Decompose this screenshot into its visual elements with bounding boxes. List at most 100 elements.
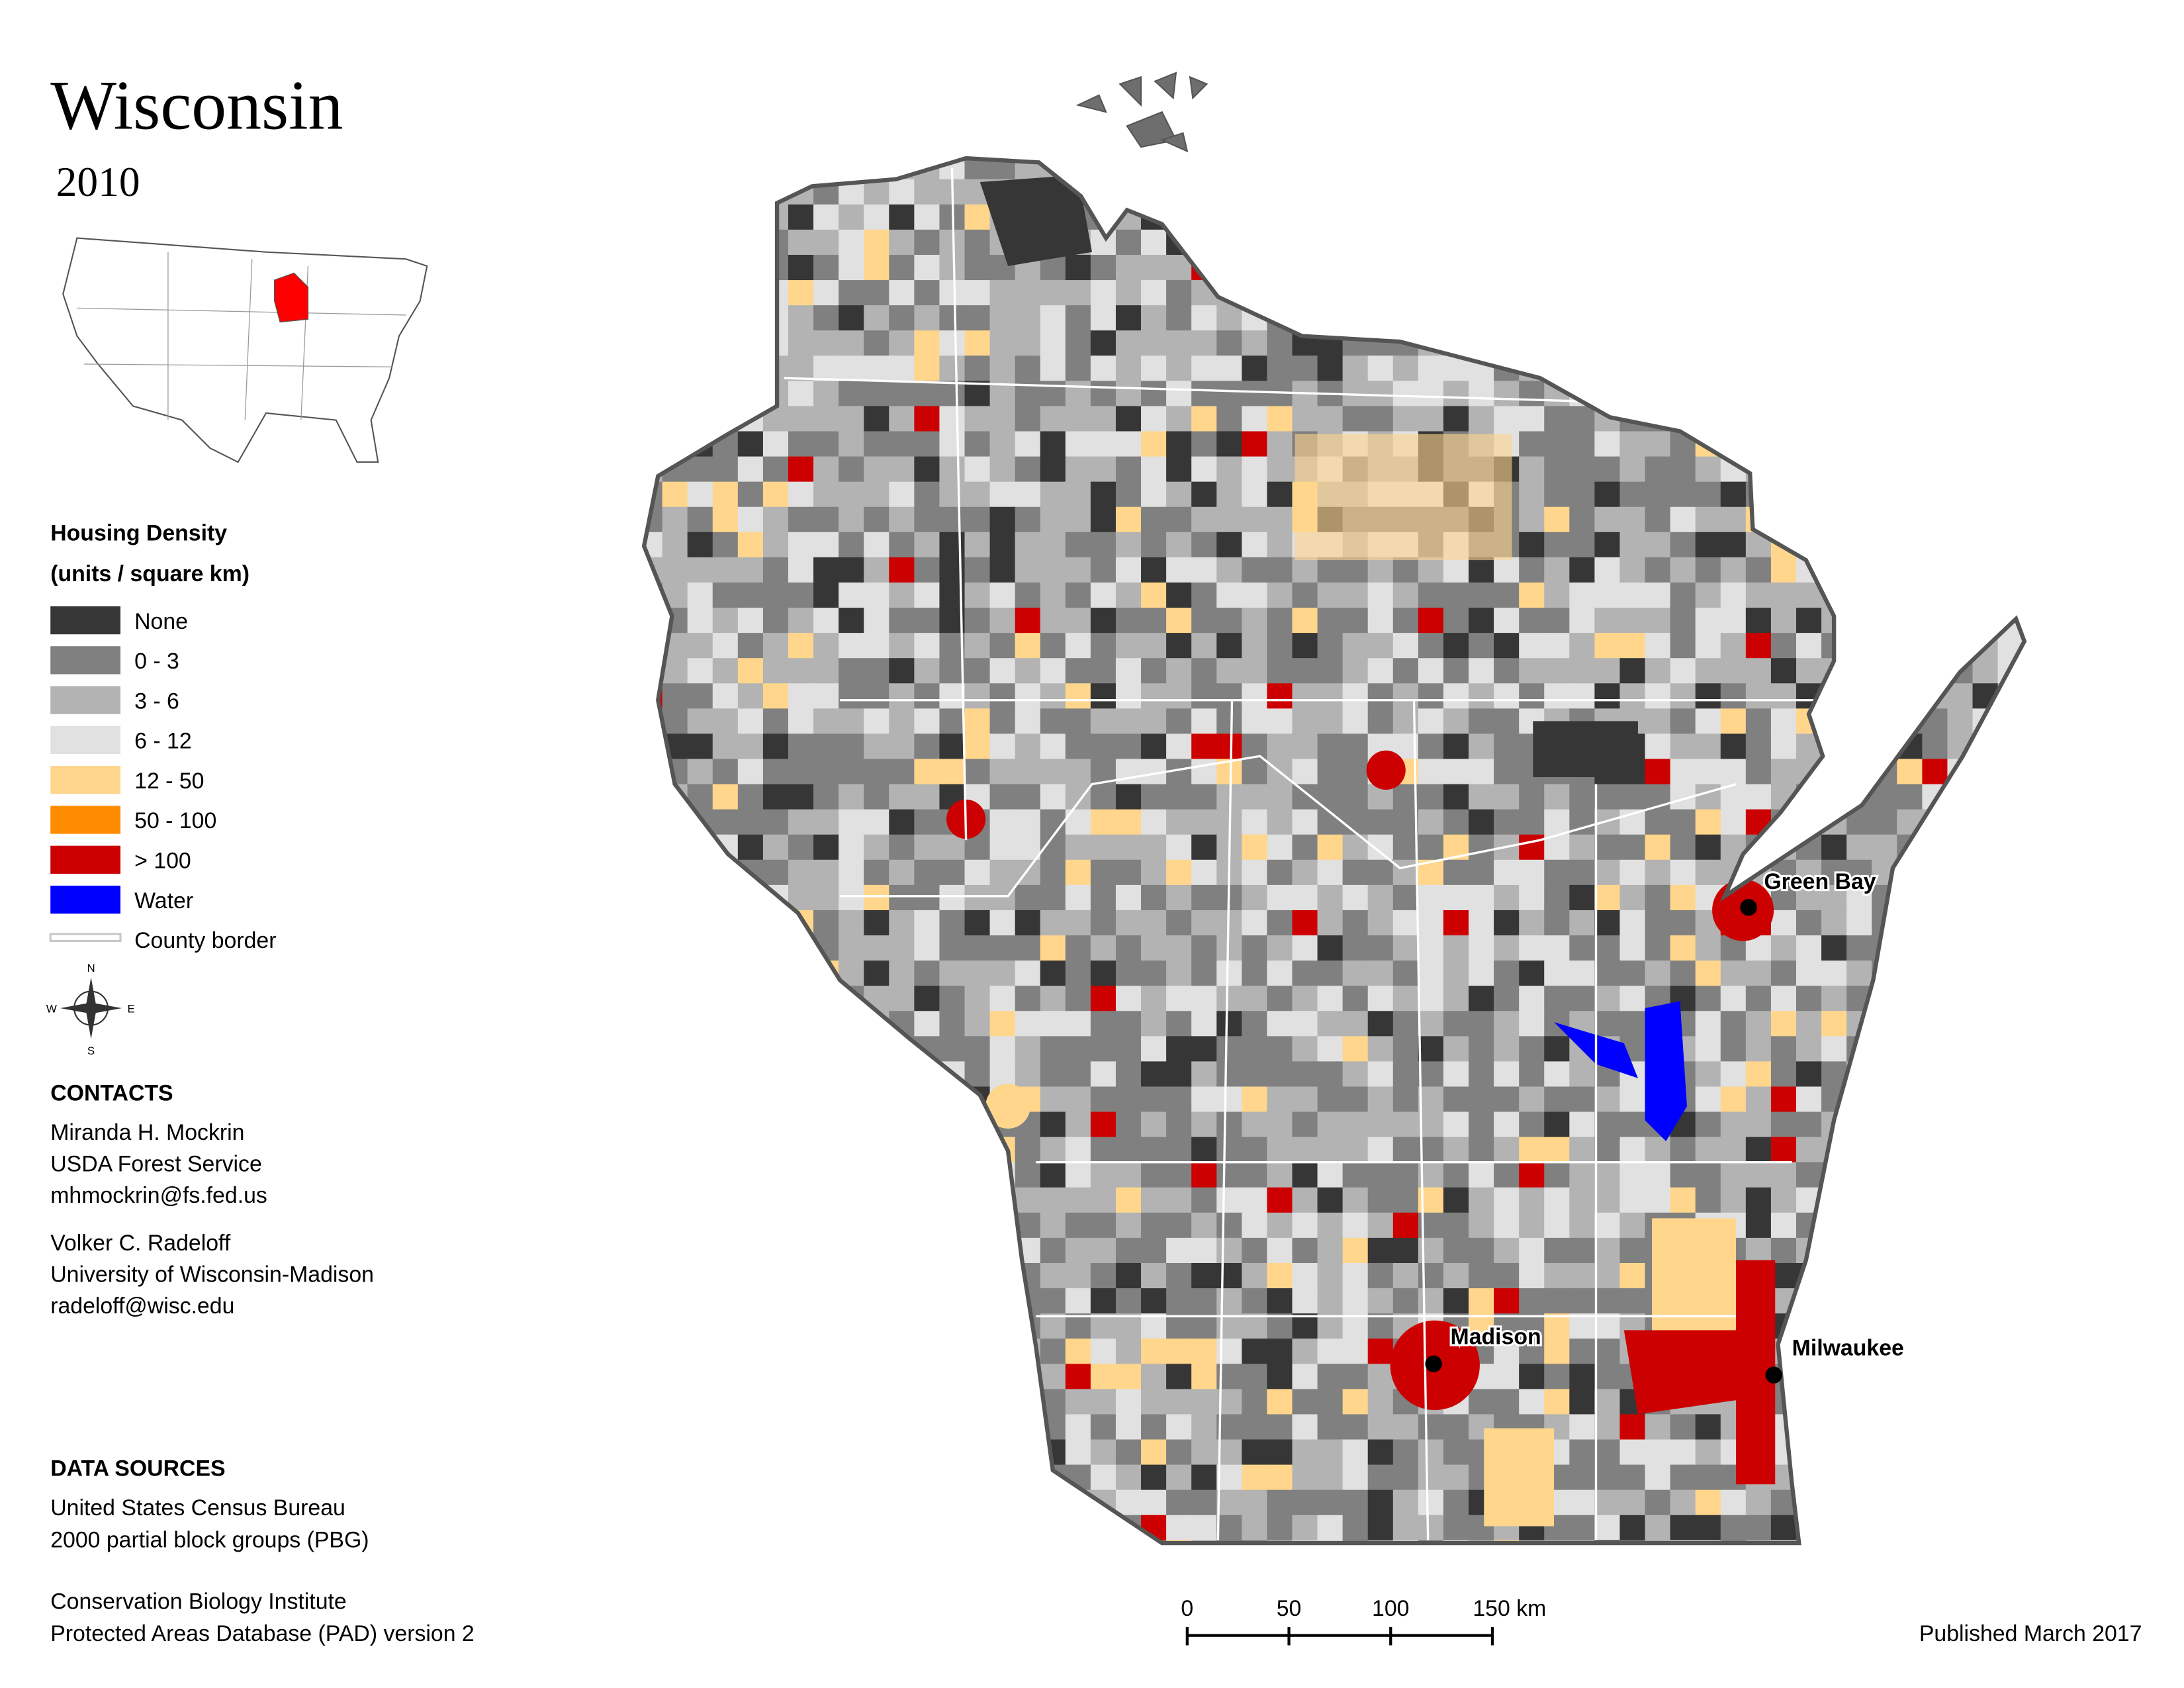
density-cell — [788, 305, 815, 332]
density-cell — [644, 759, 663, 785]
density-cell — [1695, 1439, 1721, 1466]
density-cell — [737, 532, 764, 558]
density-cell — [889, 179, 915, 205]
density-cell — [1846, 1540, 1873, 1544]
density-cell — [712, 633, 739, 659]
density-cell — [1292, 1389, 1318, 1415]
density-cell — [1846, 557, 1873, 584]
density-cell — [737, 1036, 764, 1062]
density-cell — [1166, 1464, 1193, 1491]
density-cell — [1997, 759, 2024, 785]
density-cell — [1015, 355, 1041, 382]
density-cell — [788, 481, 815, 508]
density-cell — [762, 1162, 790, 1188]
density-cell — [1242, 961, 1268, 987]
density-cell — [1040, 506, 1066, 533]
reservation — [1533, 721, 1638, 777]
density-cell — [1972, 532, 1999, 558]
density-cell — [712, 280, 739, 306]
density-cell — [1418, 179, 1444, 205]
density-cell — [964, 608, 991, 634]
density-cell — [1594, 1212, 1621, 1239]
density-cell — [687, 381, 713, 407]
density-cell — [687, 1464, 713, 1491]
density-cell — [1090, 406, 1117, 432]
density-cell — [1367, 1288, 1394, 1315]
density-cell — [2023, 683, 2025, 710]
density-cell — [1443, 305, 1470, 332]
density-cell — [1720, 1187, 1747, 1213]
density-cell — [1191, 582, 1218, 609]
density-cell — [889, 1162, 915, 1188]
density-cell — [1846, 1086, 1873, 1113]
density-cell — [1015, 683, 1041, 710]
density-cell — [1040, 935, 1066, 962]
density-cell — [989, 708, 1016, 735]
density-cell — [1720, 1162, 1747, 1188]
density-cell — [1115, 481, 1142, 508]
density-cell — [1317, 254, 1343, 281]
density-cell — [1166, 506, 1193, 533]
compass-e: E — [128, 1002, 135, 1015]
density-cell — [1670, 859, 1696, 886]
density-cell — [1267, 1187, 1293, 1213]
density-cell — [1846, 406, 1873, 432]
density-cell — [813, 658, 840, 684]
density-cell — [1619, 254, 1646, 281]
density-cell — [1494, 1162, 1520, 1188]
density-cell — [1947, 330, 1974, 357]
density-cell — [1947, 204, 1974, 230]
density-cell — [1695, 1489, 1721, 1516]
density-cell — [1242, 1414, 1268, 1440]
density-cell — [1897, 1212, 1923, 1239]
density-cell — [889, 532, 915, 558]
density-cell — [1544, 935, 1570, 962]
density-cell — [644, 1489, 663, 1516]
density-cell — [1997, 1061, 2024, 1088]
density-cell — [1872, 381, 1898, 407]
density-cell — [1770, 456, 1797, 483]
density-cell — [864, 1439, 890, 1466]
density-cell — [1115, 229, 1142, 256]
density-cell — [1821, 330, 1848, 357]
density-cell — [1015, 280, 1041, 306]
density-cell — [964, 910, 991, 937]
density-cell — [1846, 1212, 1873, 1239]
density-cell — [1090, 1212, 1117, 1239]
density-cell — [1469, 633, 1495, 659]
density-cell — [737, 506, 764, 533]
density-cell — [1745, 254, 1772, 281]
density-cell — [1872, 658, 1898, 684]
density-cell — [1367, 1515, 1394, 1541]
density-cell — [1392, 158, 1419, 180]
density-cell — [1115, 608, 1142, 634]
density-cell — [1897, 935, 1923, 962]
density-cell — [1494, 784, 1520, 810]
density-cell — [813, 1061, 840, 1088]
density-cell — [1569, 1187, 1596, 1213]
density-cell — [1897, 1187, 1923, 1213]
density-cell — [737, 1187, 764, 1213]
density-cell — [1745, 204, 1772, 230]
density-cell — [1015, 1137, 1041, 1163]
density-cell — [1166, 961, 1193, 987]
density-cell — [712, 1464, 739, 1491]
density-cell — [2023, 481, 2025, 508]
density-cell — [662, 1489, 688, 1516]
density-cell — [1141, 608, 1167, 634]
density-cell — [1519, 1061, 1545, 1088]
density-cell — [1720, 1086, 1747, 1113]
density-cell — [687, 961, 713, 987]
density-cell — [864, 1313, 890, 1340]
density-cell — [712, 733, 739, 760]
density-cell — [939, 1414, 966, 1440]
density-cell — [1997, 884, 2024, 912]
density-cell — [1216, 406, 1243, 432]
density-cell — [1872, 204, 1898, 230]
density-cell — [1216, 1489, 1243, 1516]
density-cell — [737, 254, 764, 281]
density-cell — [914, 1540, 940, 1544]
density-cell — [1645, 1464, 1671, 1491]
density-cell — [1720, 229, 1747, 256]
density-cell — [1770, 381, 1797, 407]
